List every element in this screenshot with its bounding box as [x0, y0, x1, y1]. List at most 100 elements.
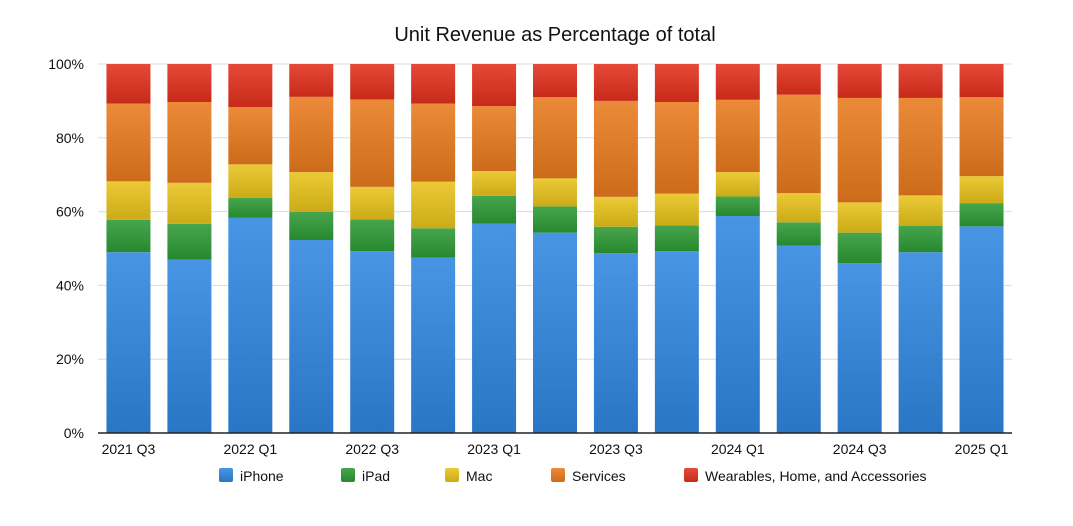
- bar-segment: [289, 172, 334, 212]
- bar-segment: [533, 206, 577, 233]
- bar-segment: [533, 178, 577, 207]
- bar-segment: [898, 64, 943, 98]
- bar-segment: [959, 203, 1004, 227]
- bar-segment: [715, 64, 760, 100]
- bar-segment: [289, 96, 334, 173]
- bar-segment: [959, 176, 1004, 204]
- bar-stack: [167, 64, 212, 433]
- bar-segment: [898, 252, 943, 433]
- legend-item: Services: [551, 468, 626, 484]
- bar-segment: [289, 240, 334, 433]
- x-axis-ticks: 2021 Q3 2022 Q1 2022 Q3 2023 Q1 2023 Q3 2024 …: [102, 441, 1009, 457]
- bar-segment: [959, 97, 1004, 177]
- bar-segment: [411, 228, 456, 258]
- bar-segment: [593, 100, 638, 197]
- bar-segment: [167, 182, 212, 224]
- legend-label: Services: [572, 468, 626, 484]
- legend-item: iPhone: [219, 468, 284, 484]
- bar-segment: [533, 97, 577, 179]
- bar-segment: [411, 181, 456, 229]
- bar-stack: [776, 64, 821, 433]
- bar-segment: [837, 263, 882, 433]
- legend-label: iPhone: [240, 468, 284, 484]
- bar-stack: [289, 64, 334, 433]
- bar-segment: [776, 64, 821, 95]
- bar-segment: [106, 181, 151, 220]
- bar-segment: [776, 193, 821, 223]
- bar-segment: [593, 226, 638, 254]
- bar-segment: [228, 164, 273, 198]
- legend-label: Wearables, Home, and Accessories: [705, 468, 927, 484]
- x-tick-label: 2024 Q1: [711, 441, 765, 457]
- bar-segment: [411, 64, 456, 104]
- bar-stack: [228, 64, 273, 433]
- legend-swatch: [445, 468, 459, 482]
- y-axis-ticks: 0% 20% 40% 60% 80% 100%: [48, 56, 84, 441]
- bar-segment: [533, 64, 577, 98]
- bar-segment: [715, 99, 760, 173]
- y-tick-label: 80%: [56, 130, 84, 146]
- bar-segment: [472, 195, 517, 224]
- legend-item: iPad: [341, 468, 390, 484]
- bar-segment: [715, 216, 760, 433]
- legend-swatch: [551, 468, 565, 482]
- bar-segment: [472, 106, 517, 172]
- bar-segment: [776, 245, 821, 433]
- bar-segment: [228, 64, 273, 108]
- x-tick-label: 2021 Q3: [102, 441, 156, 457]
- bar-segment: [715, 172, 760, 197]
- bar-segment: [472, 64, 517, 107]
- legend: iPhone iPad Mac Services Wearables, Home, an…: [219, 468, 927, 484]
- x-tick-label: 2022 Q3: [345, 441, 399, 457]
- legend-label: iPad: [362, 468, 390, 484]
- bar-segment: [533, 232, 577, 433]
- bar-segment: [167, 64, 212, 103]
- bar-segment: [106, 219, 151, 253]
- bar-segment: [837, 202, 882, 233]
- bar-segment: [959, 226, 1004, 433]
- legend-swatch: [684, 468, 698, 482]
- bar-segment: [167, 102, 212, 183]
- bar-segment: [837, 232, 882, 264]
- bar-segment: [228, 197, 273, 218]
- x-tick-label: 2024 Q3: [833, 441, 887, 457]
- bar-segment: [593, 64, 638, 101]
- bar-segment: [959, 64, 1004, 98]
- bar-stack: [837, 64, 882, 433]
- bar-segment: [228, 217, 273, 433]
- bar-stack: [593, 64, 638, 433]
- bar-segment: [228, 107, 273, 165]
- bar-stack: [898, 64, 943, 433]
- legend-item: Wearables, Home, and Accessories: [684, 468, 927, 484]
- legend-swatch: [219, 468, 233, 482]
- y-tick-label: 20%: [56, 351, 84, 367]
- x-tick-label: 2022 Q1: [223, 441, 277, 457]
- bar-segment: [411, 103, 456, 182]
- bar-stack: [959, 64, 1004, 433]
- bar-stack: [350, 64, 395, 433]
- bar-segment: [654, 225, 699, 252]
- bar-segment: [837, 97, 882, 203]
- bars-group: [106, 64, 1004, 433]
- x-tick-label: 2025 Q1: [955, 441, 1009, 457]
- y-tick-label: 60%: [56, 204, 84, 220]
- bar-segment: [289, 64, 334, 97]
- legend-item: Mac: [445, 468, 492, 484]
- bar-segment: [472, 171, 517, 196]
- bar-segment: [289, 211, 334, 241]
- y-tick-label: 0%: [64, 425, 84, 441]
- bar-segment: [654, 193, 699, 226]
- legend-label: Mac: [466, 468, 492, 484]
- bar-stack: [106, 64, 151, 433]
- bar-segment: [593, 253, 638, 433]
- bar-segment: [593, 196, 638, 227]
- bar-segment: [472, 223, 517, 433]
- bar-segment: [776, 94, 821, 194]
- y-tick-label: 40%: [56, 277, 84, 293]
- bar-segment: [350, 186, 395, 220]
- bar-segment: [350, 64, 395, 100]
- bar-segment: [837, 64, 882, 98]
- bar-segment: [898, 97, 943, 196]
- bar-stack: [411, 64, 456, 433]
- chart-title: Unit Revenue as Percentage of total: [394, 24, 715, 46]
